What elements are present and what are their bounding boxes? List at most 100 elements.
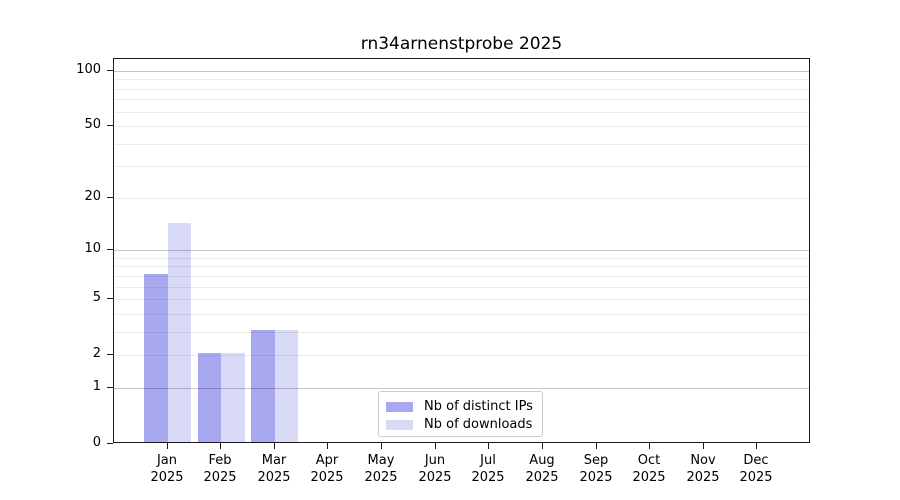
x-tick-month: Jul (480, 453, 496, 468)
x-tick-month: Mar (261, 453, 287, 468)
x-tick-month: Dec (743, 453, 769, 468)
y-tick-label: 2 (92, 346, 101, 361)
gridline-minor (114, 166, 809, 167)
y-tick-mark (107, 354, 113, 355)
y-tick-label: 50 (84, 117, 101, 132)
bar-downloads-jan (167, 223, 192, 442)
x-tick-label: Dec 2025 (714, 452, 798, 486)
y-tick-label: 20 (84, 189, 101, 204)
x-tick-mark (220, 443, 221, 449)
x-tick-year: 2025 (471, 470, 505, 485)
x-tick-label: Oct 2025 (607, 452, 691, 486)
gridline-minor (114, 355, 809, 356)
gridline-major (114, 250, 809, 251)
gridline-minor (114, 126, 809, 127)
y-tick-mark (107, 197, 113, 198)
y-tick-label: 10 (84, 241, 101, 256)
x-tick-label: Mar 2025 (232, 452, 316, 486)
x-tick-year: 2025 (418, 470, 452, 485)
x-tick-mark (381, 443, 382, 449)
legend: Nb of distinct IPs Nb of downloads (378, 391, 543, 437)
x-tick-year: 2025 (257, 470, 291, 485)
bar-distinct-ips-mar (251, 329, 275, 442)
x-tick-mark (703, 443, 704, 449)
y-tick-label: 1 (92, 379, 101, 394)
gridline-minor (114, 299, 809, 300)
x-tick-mark (435, 443, 436, 449)
gridline-minor (114, 112, 809, 113)
legend-label-distinct-ips: Nb of distinct IPs (424, 399, 533, 414)
x-tick-year: 2025 (632, 470, 666, 485)
legend-label-downloads: Nb of downloads (424, 417, 533, 432)
x-tick-year: 2025 (525, 470, 559, 485)
grid-layer (114, 59, 809, 442)
y-tick-mark (107, 249, 113, 250)
y-tick-mark (107, 387, 113, 388)
y-tick-label: 0 (92, 435, 101, 450)
x-tick-month: Nov (690, 453, 716, 468)
gridline-minor (114, 144, 809, 145)
x-tick-year: 2025 (686, 470, 720, 485)
gridline-minor (114, 89, 809, 90)
x-tick-month: Jun (424, 453, 446, 468)
y-tick-mark (107, 298, 113, 299)
y-tick-mark (107, 443, 113, 444)
x-tick-label: Feb 2025 (178, 452, 262, 486)
x-tick-month: Sep (583, 453, 609, 468)
gridline-minor (114, 287, 809, 288)
x-tick-month: May (367, 453, 395, 468)
gridline-major (114, 388, 809, 389)
x-tick-label: Sep 2025 (554, 452, 638, 486)
x-tick-label: Aug 2025 (500, 452, 584, 486)
gridline-minor (114, 99, 809, 100)
bars-layer (114, 59, 809, 442)
x-tick-year: 2025 (739, 470, 773, 485)
x-tick-month: Jan (156, 453, 178, 468)
x-tick-year: 2025 (310, 470, 344, 485)
x-tick-mark (488, 443, 489, 449)
x-tick-year: 2025 (364, 470, 398, 485)
legend-swatch-downloads (386, 420, 413, 430)
x-tick-month: Feb (208, 453, 232, 468)
gridline-minor (114, 258, 809, 259)
x-tick-mark (649, 443, 650, 449)
gridline-minor (114, 79, 809, 80)
x-tick-mark (327, 443, 328, 449)
y-tick-label: 100 (76, 62, 101, 77)
gridline-minor (114, 198, 809, 199)
y-tick-mark (107, 125, 113, 126)
x-tick-year: 2025 (203, 470, 237, 485)
bar-distinct-ips-feb (197, 353, 222, 442)
x-tick-label: Apr 2025 (285, 452, 369, 486)
bar-downloads-feb (221, 353, 245, 442)
gridline-minor (114, 332, 809, 333)
gridline-minor (114, 276, 809, 277)
x-tick-mark (596, 443, 597, 449)
x-tick-year: 2025 (150, 470, 184, 485)
x-tick-mark (542, 443, 543, 449)
x-tick-month: Oct (637, 453, 661, 468)
chart-title: rn34arnenstprobe 2025 (360, 34, 563, 54)
x-tick-month: Apr (315, 453, 339, 468)
x-tick-mark (167, 443, 168, 449)
x-tick-label: Jul 2025 (446, 452, 530, 486)
y-tick-label: 5 (92, 290, 101, 305)
x-tick-label: Jan 2025 (125, 452, 209, 486)
x-tick-mark (756, 443, 757, 449)
x-tick-label: May 2025 (339, 452, 423, 486)
x-tick-month: Aug (529, 453, 555, 468)
y-tick-mark (107, 70, 113, 71)
x-tick-label: Jun 2025 (393, 452, 477, 486)
legend-row-distinct-ips: Nb of distinct IPs (379, 398, 542, 416)
gridline-minor (114, 266, 809, 267)
bar-downloads-mar (274, 329, 299, 442)
gridline-major (114, 71, 809, 72)
bar-distinct-ips-jan (144, 273, 168, 442)
gridline-minor (114, 314, 809, 315)
plot-area (113, 58, 810, 443)
legend-row-downloads: Nb of downloads (379, 416, 542, 434)
legend-swatch-distinct-ips (386, 402, 413, 412)
x-tick-label: Nov 2025 (661, 452, 745, 486)
x-tick-mark (274, 443, 275, 449)
